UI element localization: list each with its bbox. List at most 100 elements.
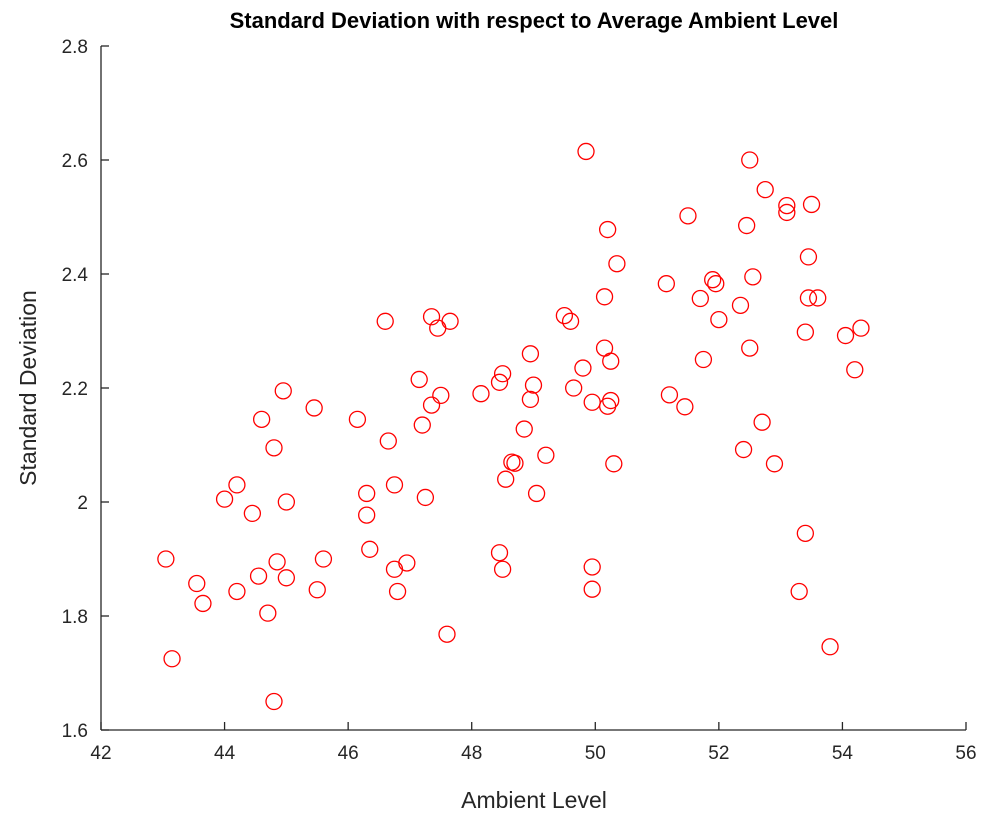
x-tick-label: 56 <box>955 743 976 764</box>
data-point <box>660 386 679 404</box>
data-point <box>756 180 774 199</box>
data-point <box>778 203 796 222</box>
data-point <box>521 345 540 363</box>
data-point <box>605 455 623 473</box>
data-point <box>741 339 759 357</box>
y-tick-label: 2.8 <box>62 37 88 58</box>
y-tick-label: 2.6 <box>62 151 88 172</box>
data-point <box>361 540 379 558</box>
data-point <box>308 581 326 599</box>
x-tick-label: 44 <box>214 743 236 764</box>
data-point <box>583 558 601 576</box>
data-point <box>243 504 262 523</box>
data-point <box>348 410 367 429</box>
data-point <box>821 638 839 656</box>
x-axis-label: Ambient Level <box>461 787 607 813</box>
data-point <box>379 432 397 450</box>
data-point <box>472 385 490 403</box>
data-point <box>608 255 626 273</box>
data-point <box>583 580 601 598</box>
data-point <box>228 582 246 601</box>
data-point <box>846 361 864 379</box>
data-point <box>385 476 404 494</box>
data-point <box>249 567 268 585</box>
data-point <box>215 490 234 508</box>
data-point <box>157 550 175 568</box>
data-point <box>602 391 620 410</box>
x-tick-label: 46 <box>338 743 359 764</box>
data-point <box>506 454 524 472</box>
data-point <box>809 289 827 307</box>
x-tick-label: 42 <box>90 743 111 764</box>
data-point <box>796 323 815 341</box>
data-point <box>799 289 818 307</box>
data-point <box>602 352 620 370</box>
x-tick-label: 52 <box>708 743 729 764</box>
data-point <box>358 484 376 503</box>
data-point <box>691 289 709 308</box>
data-point <box>731 296 750 315</box>
data-point <box>676 398 694 416</box>
data-point <box>490 373 509 391</box>
data-point <box>441 312 459 330</box>
data-point <box>432 386 450 405</box>
data-point <box>574 359 592 377</box>
y-axis-label: Standard Deviation <box>15 290 41 486</box>
data-point <box>694 350 713 369</box>
data-point <box>738 216 756 235</box>
data-point <box>385 560 404 578</box>
data-point <box>555 306 574 325</box>
data-point <box>358 506 376 524</box>
axes: 42 44 46 48 50 52 54 56 1.6 1.8 2 2.2 2.4 2.6 2.8 <box>62 37 977 764</box>
y-tick-label: 1.8 <box>62 607 88 628</box>
data-point <box>521 390 540 409</box>
data-point <box>704 271 722 289</box>
data-point <box>265 439 283 457</box>
chart-title: Standard Deviation with respect to Avera… <box>230 8 839 33</box>
data-point <box>413 416 431 434</box>
y-tick-label: 2 <box>77 493 88 514</box>
data-point <box>561 312 580 330</box>
data-point <box>799 248 818 266</box>
y-tick-label: 2.4 <box>62 265 89 286</box>
data-point <box>515 420 533 438</box>
data-point <box>422 396 441 414</box>
data-point <box>707 275 725 293</box>
data-point <box>524 376 543 394</box>
data-point <box>422 308 441 326</box>
data-point <box>268 553 286 571</box>
data-point <box>277 569 296 587</box>
data-point <box>490 544 509 562</box>
y-tick-label: 2.2 <box>62 379 88 400</box>
data-point <box>598 397 617 415</box>
data-point <box>274 382 292 400</box>
data-point <box>493 365 512 383</box>
data-point <box>852 319 870 337</box>
data-point <box>493 560 512 578</box>
data-point <box>416 488 435 507</box>
data-point <box>595 288 614 306</box>
y-tick-label: 1.6 <box>62 721 88 742</box>
data-point <box>679 207 697 225</box>
data-point <box>376 312 394 330</box>
data-point <box>410 370 428 389</box>
data-point <box>265 692 283 711</box>
data-point <box>657 275 675 293</box>
data-point <box>194 594 212 613</box>
data-point <box>790 582 808 601</box>
x-tick-label: 54 <box>832 743 854 764</box>
data-point <box>734 440 753 459</box>
data-point <box>497 470 515 488</box>
data-point <box>277 493 296 511</box>
data-point <box>527 484 546 503</box>
data-point <box>305 399 323 417</box>
data-point <box>744 268 762 286</box>
data-point <box>802 195 821 214</box>
data-points <box>157 142 870 711</box>
data-point <box>765 455 784 473</box>
data-point <box>710 310 728 329</box>
data-point <box>188 574 206 593</box>
data-point <box>583 393 601 411</box>
data-point <box>796 524 815 542</box>
